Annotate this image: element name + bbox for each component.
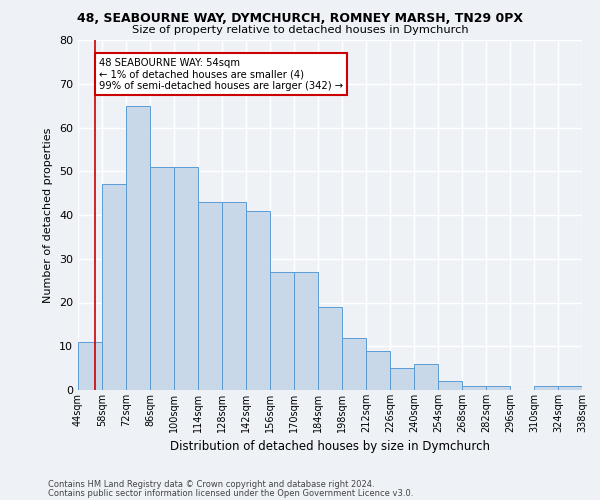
Bar [246,210,270,390]
Bar [486,386,510,390]
Text: 48 SEABOURNE WAY: 54sqm
← 1% of detached houses are smaller (4)
99% of semi-deta: 48 SEABOURNE WAY: 54sqm ← 1% of detached… [98,58,343,90]
Text: Contains public sector information licensed under the Open Government Licence v3: Contains public sector information licen… [48,488,413,498]
Bar [558,386,582,390]
Bar [414,364,438,390]
Bar [318,307,342,390]
Bar [78,342,102,390]
Text: 48, SEABOURNE WAY, DYMCHURCH, ROMNEY MARSH, TN29 0PX: 48, SEABOURNE WAY, DYMCHURCH, ROMNEY MAR… [77,12,523,26]
Bar [270,272,294,390]
Bar [390,368,414,390]
Bar [294,272,318,390]
Bar [366,350,390,390]
Bar [438,381,462,390]
Y-axis label: Number of detached properties: Number of detached properties [43,128,53,302]
X-axis label: Distribution of detached houses by size in Dymchurch: Distribution of detached houses by size … [170,440,490,454]
Bar [342,338,366,390]
Bar [126,106,150,390]
Bar [198,202,222,390]
Text: Contains HM Land Registry data © Crown copyright and database right 2024.: Contains HM Land Registry data © Crown c… [48,480,374,489]
Bar [462,386,486,390]
Text: Size of property relative to detached houses in Dymchurch: Size of property relative to detached ho… [131,25,469,35]
Bar [534,386,558,390]
Bar [174,167,198,390]
Bar [102,184,126,390]
Bar [150,167,174,390]
Bar [222,202,246,390]
